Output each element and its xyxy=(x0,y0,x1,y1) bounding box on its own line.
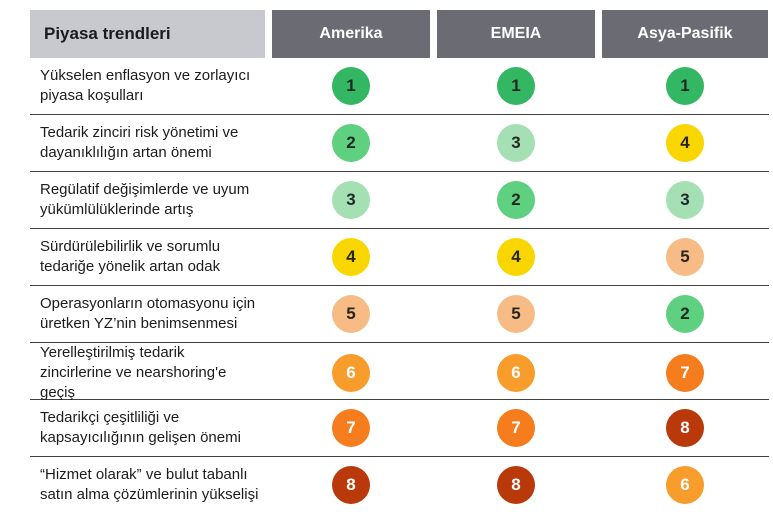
rank-cell-asya-pasifik: 6 xyxy=(602,466,768,504)
rank-cell-amerika: 1 xyxy=(272,67,430,105)
rank-badge: 7 xyxy=(497,409,535,447)
trend-label: Tedarikçi çeşitliliği ve kapsayıcılığını… xyxy=(40,409,241,446)
trend-label: Tedarik zinciri risk yönetimi ve dayanık… xyxy=(40,124,239,161)
rank-badge: 4 xyxy=(497,238,535,276)
column-header-asya-pasifik: Asya-Pasifik xyxy=(602,10,768,58)
rank-cell-amerika: 4 xyxy=(272,238,430,276)
rank-badge: 3 xyxy=(332,181,370,219)
table-row: Tedarik zinciri risk yönetimi ve dayanık… xyxy=(30,115,769,172)
rank-badge: 6 xyxy=(497,353,535,392)
rank-cell-emeia: 4 xyxy=(437,238,595,276)
table-row: Regülatif değişimlerde ve uyum yükümlülü… xyxy=(30,172,769,229)
rank-cell-emeia: 2 xyxy=(437,181,595,219)
rank-cell-emeia: 7 xyxy=(437,409,595,447)
rank-badge: 7 xyxy=(666,353,704,392)
rank-cell-amerika: 8 xyxy=(272,466,430,504)
rank-cell-amerika: 7 xyxy=(272,409,430,447)
rank-cell-amerika: 3 xyxy=(272,181,430,219)
table-row: Sürdürülebilirlik ve sorumlu tedariğe yö… xyxy=(30,229,769,286)
rank-cell-asya-pasifik: 4 xyxy=(602,124,768,162)
rank-cell-emeia: 5 xyxy=(437,295,595,333)
column-header-amerika: Amerika xyxy=(272,10,430,58)
rank-cell-amerika: 2 xyxy=(272,124,430,162)
trend-label: “Hizmet olarak” ve bulut tabanlı satın a… xyxy=(40,466,259,503)
table-title: Piyasa trendleri xyxy=(30,10,265,58)
table-row: Tedarikçi çeşitliliği ve kapsayıcılığını… xyxy=(30,400,769,457)
rank-cell-amerika: 5 xyxy=(272,295,430,333)
table-header-row: Piyasa trendleri Amerika EMEIA Asya-Pasi… xyxy=(30,10,769,58)
rank-cell-emeia: 1 xyxy=(437,67,595,105)
rank-badge: 4 xyxy=(666,124,704,162)
rank-badge: 2 xyxy=(666,295,704,333)
table-row: Operasyonların otomasyonu için üretken Y… xyxy=(30,286,769,343)
rank-badge: 3 xyxy=(497,124,535,162)
rank-cell-asya-pasifik: 7 xyxy=(602,353,768,392)
rank-badge: 5 xyxy=(332,295,370,333)
rank-badge: 2 xyxy=(497,181,535,219)
trend-label: Yükselen enflasyon ve zorlayıcı piyasa k… xyxy=(40,67,251,104)
rank-badge: 1 xyxy=(497,67,535,105)
rank-badge: 7 xyxy=(332,409,370,447)
rank-badge: 4 xyxy=(332,238,370,276)
rank-badge: 8 xyxy=(497,466,535,504)
rank-cell-emeia: 8 xyxy=(437,466,595,504)
column-header-emeia: EMEIA xyxy=(437,10,595,58)
rank-badge: 5 xyxy=(666,238,704,276)
rank-cell-emeia: 6 xyxy=(437,353,595,392)
rank-cell-asya-pasifik: 8 xyxy=(602,409,768,447)
table-body: Yükselen enflasyon ve zorlayıcı piyasa k… xyxy=(30,58,769,513)
rank-cell-amerika: 6 xyxy=(272,353,430,392)
trend-label: Yerelleştirilmiş tedarik zincirlerine ve… xyxy=(40,344,227,401)
rank-badge: 6 xyxy=(666,466,704,504)
rank-cell-asya-pasifik: 3 xyxy=(602,181,768,219)
trend-label: Sürdürülebilirlik ve sorumlu tedariğe yö… xyxy=(40,238,221,275)
trend-label: Regülatif değişimlerde ve uyum yükümlülü… xyxy=(40,181,250,218)
rank-badge: 1 xyxy=(666,67,704,105)
rank-badge: 6 xyxy=(332,353,370,392)
rank-badge: 8 xyxy=(332,466,370,504)
rank-badge: 1 xyxy=(332,67,370,105)
rank-cell-asya-pasifik: 1 xyxy=(602,67,768,105)
rank-badge: 3 xyxy=(666,181,704,219)
rank-badge: 2 xyxy=(332,124,370,162)
rank-badge: 8 xyxy=(666,409,704,447)
trend-label: Operasyonların otomasyonu için üretken Y… xyxy=(40,295,256,332)
rank-cell-asya-pasifik: 5 xyxy=(602,238,768,276)
rank-cell-emeia: 3 xyxy=(437,124,595,162)
rank-cell-asya-pasifik: 2 xyxy=(602,295,768,333)
table-row: Yerelleştirilmiş tedarik zincirlerine ve… xyxy=(30,343,769,401)
rank-badge: 5 xyxy=(497,295,535,333)
table-row: “Hizmet olarak” ve bulut tabanlı satın a… xyxy=(30,457,769,513)
table-row: Yükselen enflasyon ve zorlayıcı piyasa k… xyxy=(30,58,769,115)
